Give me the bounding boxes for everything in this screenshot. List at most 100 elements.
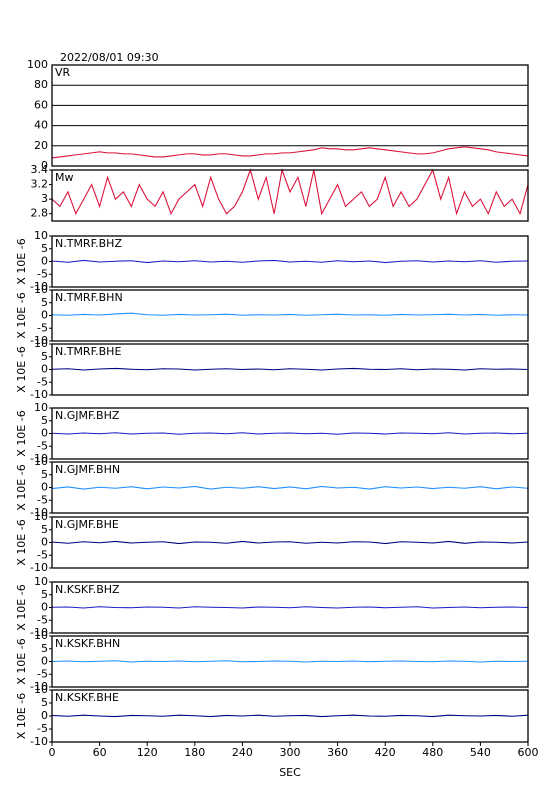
trace bbox=[51, 367, 529, 371]
panel-frame bbox=[51, 407, 529, 460]
y-tick-label: -5 bbox=[37, 493, 48, 506]
panel-label: N.KSKF.BHE bbox=[55, 691, 119, 704]
y-tick-label: 0 bbox=[41, 309, 48, 322]
y-tick-label: -10 bbox=[30, 680, 48, 693]
y-tick-label: 0 bbox=[41, 536, 48, 549]
y-tick-label: 5 bbox=[41, 414, 48, 427]
panel-label: N.GJMF.BHZ bbox=[55, 409, 120, 422]
y-tick-label: 2.8 bbox=[31, 207, 49, 220]
panel-frame bbox=[51, 461, 529, 514]
y-tick-label: 5 bbox=[41, 523, 48, 536]
x-tick-label: 540 bbox=[470, 746, 491, 759]
trace bbox=[51, 485, 529, 490]
y-tick-label: 5 bbox=[41, 350, 48, 363]
x-tick-label: 600 bbox=[518, 746, 539, 759]
y-tick-label: -5 bbox=[37, 548, 48, 561]
y-axis-label: X 10E -6 bbox=[15, 638, 28, 684]
y-tick-label: 0 bbox=[41, 481, 48, 494]
y-tick-label: 10 bbox=[34, 401, 48, 414]
y-tick-label: 5 bbox=[41, 642, 48, 655]
panel-label: N.KSKF.BHN bbox=[55, 637, 120, 650]
y-tick-label: 0 bbox=[41, 255, 48, 268]
y-tick-label: 0 bbox=[41, 709, 48, 722]
panel-frame bbox=[51, 635, 529, 688]
panel-frame bbox=[51, 516, 529, 569]
x-axis-label: SEC bbox=[279, 766, 301, 779]
y-axis-label: X 10E -6 bbox=[15, 519, 28, 565]
trace bbox=[51, 540, 529, 545]
y-tick-label: -5 bbox=[37, 613, 48, 626]
y-tick-label: 0 bbox=[41, 655, 48, 668]
y-tick-label: -5 bbox=[37, 267, 48, 280]
y-tick-label: 20 bbox=[34, 139, 48, 152]
panel-label: Mw bbox=[55, 171, 74, 184]
x-tick-label: 420 bbox=[375, 746, 396, 759]
panel-label: N.GJMF.BHE bbox=[55, 518, 119, 531]
y-tick-label: 5 bbox=[41, 588, 48, 601]
x-tick-label: 240 bbox=[232, 746, 253, 759]
y-tick-label: 5 bbox=[41, 296, 48, 309]
y-tick-label: -10 bbox=[30, 334, 48, 347]
y-tick-label: 80 bbox=[34, 78, 48, 91]
panel-frame bbox=[51, 169, 529, 222]
x-tick-label: 300 bbox=[280, 746, 301, 759]
y-tick-label: 0 bbox=[41, 601, 48, 614]
panel-label: N.TMRF.BHN bbox=[55, 291, 123, 304]
panel-frame bbox=[51, 343, 529, 396]
trace bbox=[51, 606, 529, 609]
y-tick-label: 10 bbox=[34, 575, 48, 588]
panel-label: VR bbox=[55, 66, 71, 79]
panel-frame bbox=[51, 289, 529, 342]
y-tick-label: 10 bbox=[34, 510, 48, 523]
panel-frame bbox=[51, 581, 529, 634]
x-tick-label: 0 bbox=[49, 746, 56, 759]
y-tick-label: -5 bbox=[37, 375, 48, 388]
y-tick-label: 3.4 bbox=[31, 163, 49, 176]
panel-label: N.GJMF.BHN bbox=[55, 463, 120, 476]
trace bbox=[51, 312, 529, 316]
panel-label: N.KSKF.BHZ bbox=[55, 583, 120, 596]
x-tick-label: 480 bbox=[422, 746, 443, 759]
y-tick-label: -5 bbox=[37, 439, 48, 452]
y-tick-label: 10 bbox=[34, 283, 48, 296]
y-tick-label: 5 bbox=[41, 696, 48, 709]
y-tick-label: 0 bbox=[41, 427, 48, 440]
y-tick-label: -10 bbox=[30, 735, 48, 748]
y-axis-label: X 10E -6 bbox=[15, 238, 28, 284]
y-tick-label: 5 bbox=[41, 468, 48, 481]
y-tick-label: -10 bbox=[30, 626, 48, 639]
y-tick-label: 10 bbox=[34, 337, 48, 350]
y-tick-label: 60 bbox=[34, 98, 48, 111]
trace bbox=[51, 146, 529, 159]
trace bbox=[51, 432, 529, 435]
y-tick-label: -10 bbox=[30, 280, 48, 293]
y-tick-label: -5 bbox=[37, 667, 48, 680]
panel-label: N.TMRF.BHE bbox=[55, 345, 121, 358]
trace bbox=[51, 167, 529, 216]
y-axis-label: X 10E -6 bbox=[15, 292, 28, 338]
y-axis-label: X 10E -6 bbox=[15, 693, 28, 739]
y-axis-label: X 10E -6 bbox=[15, 346, 28, 392]
y-tick-label: 3 bbox=[41, 192, 48, 205]
y-tick-label: 10 bbox=[34, 629, 48, 642]
y-axis-label: X 10E -6 bbox=[15, 410, 28, 456]
trace bbox=[51, 714, 529, 718]
trace bbox=[51, 660, 529, 663]
panel-frame bbox=[51, 235, 529, 288]
y-tick-label: 5 bbox=[41, 242, 48, 255]
y-tick-label: -10 bbox=[30, 506, 48, 519]
panel-frame bbox=[51, 64, 529, 167]
y-tick-label: -10 bbox=[30, 388, 48, 401]
x-tick-label: 360 bbox=[327, 746, 348, 759]
y-tick-label: 40 bbox=[34, 119, 48, 132]
y-axis-label: X 10E -6 bbox=[15, 584, 28, 630]
x-tick-label: 60 bbox=[93, 746, 107, 759]
x-tick-label: 180 bbox=[184, 746, 205, 759]
y-tick-label: 3.2 bbox=[31, 178, 49, 191]
panel-label: N.TMRF.BHZ bbox=[55, 237, 122, 250]
y-axis-label: X 10E -6 bbox=[15, 464, 28, 510]
y-tick-label: 100 bbox=[27, 58, 48, 71]
y-tick-label: 0 bbox=[41, 159, 48, 172]
y-tick-label: 10 bbox=[34, 683, 48, 696]
